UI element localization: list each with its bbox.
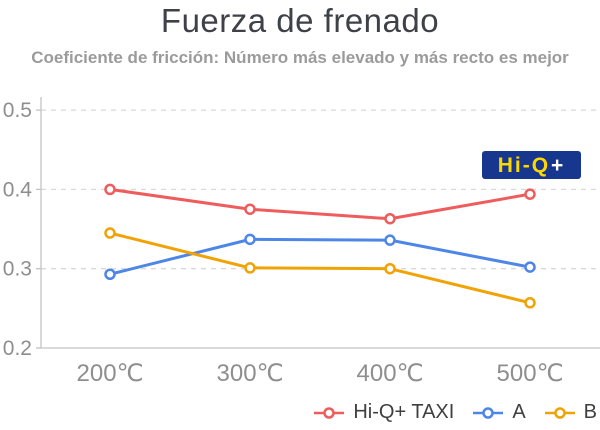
data-point xyxy=(524,188,536,200)
x-tick-label: 200℃ xyxy=(77,360,144,387)
data-point xyxy=(104,268,116,281)
data-point xyxy=(384,234,396,246)
series-line xyxy=(108,231,532,305)
legend-marker-icon xyxy=(473,406,504,419)
hiq-brand-plus: + xyxy=(551,153,566,177)
y-tick-label: 0.3 xyxy=(3,258,32,281)
legend-item-1[interactable]: A xyxy=(472,401,526,424)
legend-marker-icon xyxy=(314,406,345,419)
y-tick-label: 0.4 xyxy=(3,178,33,201)
legend-label: Hi-Q+ TAXI xyxy=(353,401,455,423)
legend-marker-icon xyxy=(544,406,575,419)
hiq-brand-badge: Hi-Q + xyxy=(482,151,581,179)
series-line xyxy=(108,237,532,276)
legend-item-0[interactable]: Hi-Q+ TAXI xyxy=(313,401,454,424)
data-point xyxy=(244,233,256,246)
x-tick-label: 300℃ xyxy=(217,360,284,387)
data-point xyxy=(244,203,256,215)
data-point xyxy=(524,297,536,309)
data-point xyxy=(524,261,536,273)
data-point xyxy=(104,227,116,239)
data-point xyxy=(384,262,396,275)
data-point xyxy=(244,262,256,274)
chart-title: Fuerza de frenado xyxy=(160,2,440,39)
chart-legend: Hi-Q+ TAXI A B xyxy=(313,401,597,424)
legend-label: B xyxy=(583,401,597,423)
y-tick-label: 0.5 xyxy=(3,99,32,122)
data-point xyxy=(384,212,396,225)
x-tick-label: 500℃ xyxy=(497,360,564,387)
y-tick-label: 0.2 xyxy=(3,337,32,360)
x-tick-label: 400℃ xyxy=(357,360,424,387)
hiq-brand-text: Hi-Q xyxy=(497,153,551,177)
chart-subtitle: Coeficiente de fricción: Número más elev… xyxy=(31,48,569,67)
legend-item-2[interactable]: B xyxy=(544,401,597,424)
series-line xyxy=(108,187,532,221)
legend-label: A xyxy=(512,401,526,423)
data-point xyxy=(104,183,116,196)
